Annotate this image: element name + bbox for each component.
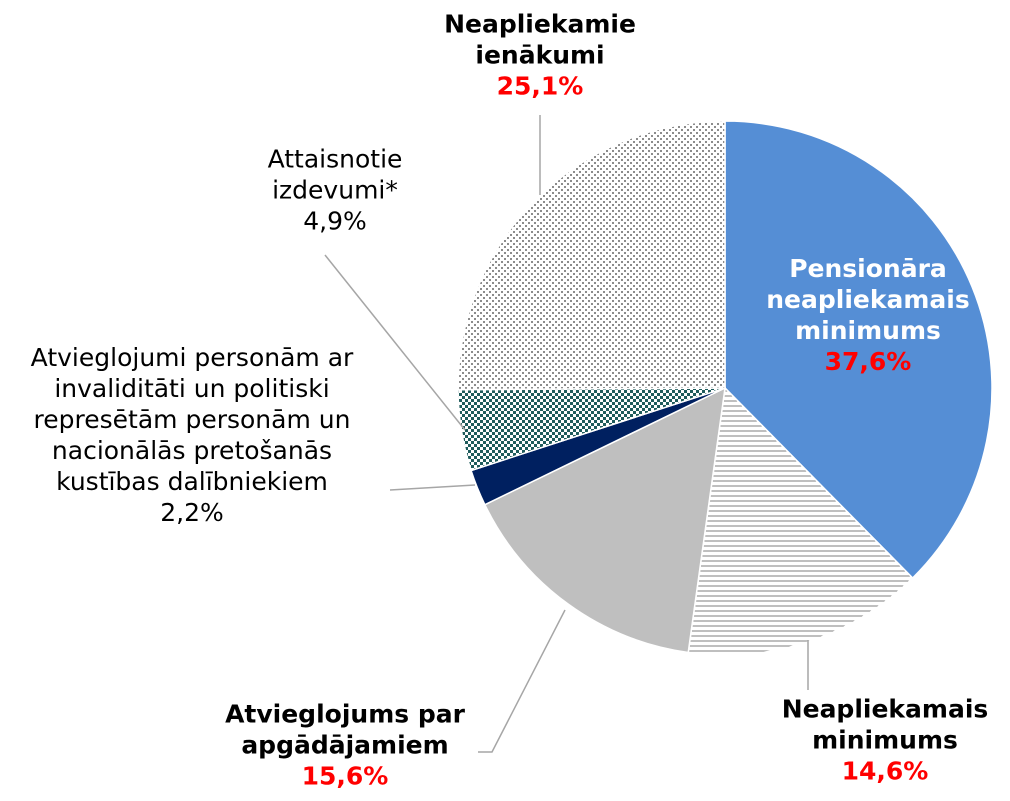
leader-line [324, 254, 466, 431]
slice-label: Atvieglojumi personām ar invaliditāti un… [2, 342, 382, 528]
value-label: 37,6% [824, 347, 912, 376]
slice-label: Atvieglojums par apgādājamiem 15,6% [195, 699, 495, 792]
leader-line [478, 609, 566, 753]
pie-slice [724, 120, 993, 580]
value-label: 2,2% [160, 498, 224, 527]
category-label: Pensionāra neapliekamais minimums [766, 254, 970, 345]
category-label: Atvieglojums par apgādājamiem [225, 699, 465, 760]
pie-slice [457, 120, 726, 391]
category-label: Neapliekamais minimums [781, 694, 989, 755]
leader-line [389, 484, 476, 491]
slice-label: Attaisnotie izdevumi* 4,9% [240, 144, 430, 237]
value-label: 4,9% [303, 206, 367, 236]
value-label: 25,1% [496, 71, 584, 101]
category-label: Neapliekamie ienākumi [444, 9, 636, 70]
pie-slice [483, 386, 726, 654]
slice-label: Neapliekamais minimums 14,6% [755, 694, 1010, 787]
value-label: 15,6% [301, 761, 389, 791]
category-label: Atvieglojumi personām ar invaliditāti un… [30, 343, 354, 496]
pie-slice [687, 386, 914, 656]
category-label: Attaisnotie izdevumi* [267, 144, 403, 205]
slice-label: Neapliekamie ienākumi 25,1% [410, 9, 670, 102]
value-label: 14,6% [841, 756, 929, 786]
slice-label: Pensionāra neapliekamais minimums 37,6% [748, 253, 988, 377]
